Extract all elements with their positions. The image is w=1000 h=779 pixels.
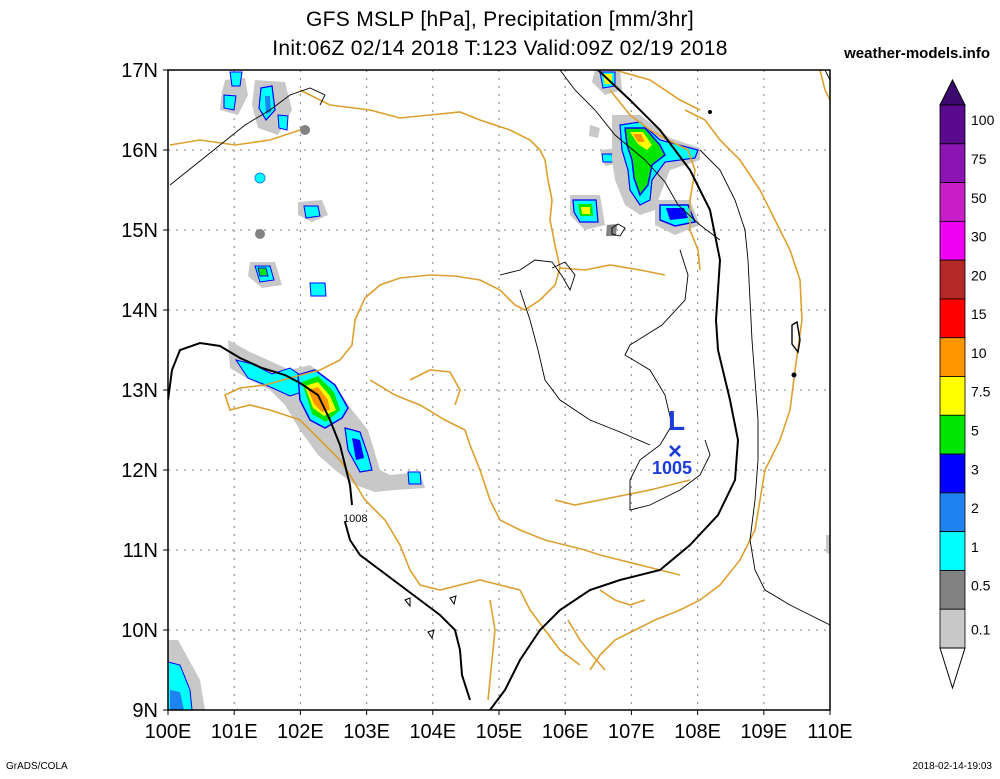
map-title-line1: GFS MSLP [hPa], Precipitation [mm/3hr]	[306, 8, 694, 31]
latitude-label: 13N	[121, 380, 158, 402]
colorbar-label: 50	[971, 190, 987, 206]
footer-timestamp: 2018-02-14-19:03	[912, 761, 992, 772]
longitude-label: 107E	[608, 721, 655, 743]
latitude-label: 12N	[121, 460, 158, 482]
latitude-label: 9N	[132, 700, 158, 722]
precipitation-colorbar: 100 75 50 30 20 15 10 7.5 5 3 2 1 0.5 0.1	[939, 78, 995, 690]
longitude-label: 100E	[145, 721, 192, 743]
colorbar-swatch	[939, 414, 966, 455]
isobar-label-1008: 1008	[343, 513, 367, 525]
colorbar-label: 30	[971, 229, 987, 245]
footer-software: GrADS/COLA	[6, 761, 68, 772]
isobars	[168, 70, 830, 710]
longitude-labels: 100E 101E 102E 103E 104E 105E 106E 107E 108E 109E…	[145, 710, 853, 743]
colorbar-swatch	[939, 298, 966, 339]
site-label: weather-models.info	[844, 45, 990, 62]
colorbar-label: 20	[971, 267, 987, 283]
colorbar-swatch	[939, 182, 966, 222]
latitude-label: 14N	[121, 300, 158, 322]
longitude-label: 103E	[343, 721, 390, 743]
colorbar-swatch	[939, 492, 966, 533]
latitude-label: 11N	[123, 540, 158, 562]
colorbar-label: 7.5	[971, 384, 991, 400]
latitude-label: 17N	[121, 60, 158, 82]
colorbar-label: 0.1	[971, 621, 991, 637]
longitude-label: 108E	[674, 721, 721, 743]
colorbar-label: 15	[971, 306, 987, 322]
low-pressure-symbol: L	[668, 405, 685, 436]
colorbar-max-arrow	[939, 78, 966, 106]
colorbar-swatch	[939, 376, 966, 416]
colorbar-swatch	[939, 608, 966, 649]
longitude-label: 106E	[542, 721, 589, 743]
longitude-label: 102E	[277, 721, 324, 743]
colorbar-min-arrow	[939, 647, 966, 690]
colorbar-swatch	[939, 453, 966, 494]
latitude-label: 10N	[121, 620, 158, 642]
colorbar-label: 10	[971, 345, 987, 361]
colorbar-label: 1	[971, 539, 979, 555]
colorbar-swatch	[939, 531, 966, 571]
map-title-line2: Init:06Z 02/14 2018 T:123 Valid:09Z 02/1…	[272, 37, 728, 60]
colorbar-label: 75	[971, 151, 987, 167]
colorbar-label: 100	[971, 112, 995, 128]
longitude-label: 109E	[740, 721, 787, 743]
low-pressure-center-marker: ×	[668, 438, 682, 465]
latitude-label: 15N	[121, 220, 158, 242]
longitude-label: 105E	[476, 721, 523, 743]
political-boundaries	[169, 70, 830, 701]
colorbar-swatch	[939, 220, 966, 261]
colorbar-swatch	[939, 259, 966, 300]
colorbar-swatch	[939, 570, 966, 610]
colorbar-swatch	[939, 337, 966, 377]
colorbar-swatch	[939, 104, 966, 145]
longitude-label: 110E	[807, 721, 852, 743]
latitude-label: 16N	[121, 140, 158, 162]
colorbar-swatch	[939, 143, 966, 183]
longitude-label: 101E	[211, 721, 258, 743]
colorbar-label: 5	[971, 422, 979, 438]
low-pressure-value: 1005	[652, 458, 692, 478]
longitude-label: 104E	[409, 721, 456, 743]
colorbar-label: 0.5	[971, 578, 991, 594]
colorbar-label: 2	[971, 500, 979, 516]
colorbar-label: 3	[971, 461, 979, 477]
latitude-labels: 17N 16N 15N 14N 13N 12N 11N 10N 9N	[121, 60, 168, 722]
precipitation-areas	[168, 70, 830, 710]
